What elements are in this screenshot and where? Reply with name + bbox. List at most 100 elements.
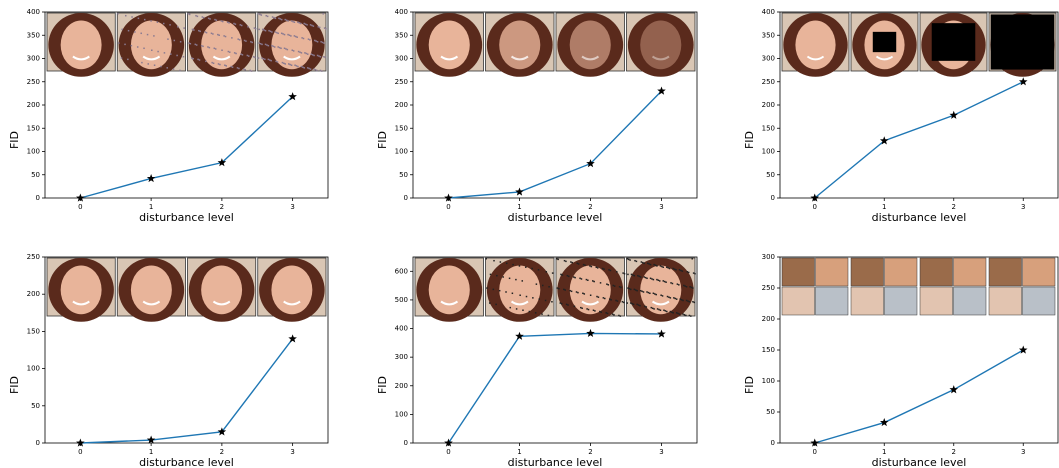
x-tick-label: 1 bbox=[149, 448, 153, 456]
image-noise bbox=[650, 264, 652, 266]
image-noise bbox=[612, 313, 614, 315]
image-noise bbox=[272, 16, 274, 18]
image-noise bbox=[211, 33, 213, 35]
image-noise bbox=[594, 310, 596, 312]
image-noise bbox=[593, 309, 595, 311]
image-noise bbox=[648, 292, 650, 294]
image-noise bbox=[509, 278, 511, 280]
image-noise bbox=[294, 21, 296, 23]
image-noise bbox=[320, 41, 322, 43]
image-noise bbox=[557, 287, 559, 289]
image-noise bbox=[603, 268, 605, 270]
image-mask bbox=[991, 14, 1055, 69]
image-noise bbox=[151, 49, 153, 51]
image-subtile bbox=[1023, 287, 1056, 315]
image-face bbox=[499, 21, 540, 70]
image-noise bbox=[322, 42, 324, 44]
image-noise bbox=[320, 70, 322, 72]
x-axis-label: disturbance level bbox=[508, 456, 603, 468]
image-noise bbox=[193, 29, 195, 31]
image-noise bbox=[653, 279, 655, 281]
image-noise bbox=[240, 24, 242, 26]
y-tick-label: 350 bbox=[762, 31, 775, 39]
image-noise bbox=[204, 31, 206, 33]
x-tick-label: 3 bbox=[290, 203, 294, 211]
image-noise bbox=[319, 27, 321, 29]
image-noise bbox=[202, 16, 204, 18]
image-noise bbox=[597, 267, 599, 269]
page: 0501001502002503003504000123disturbance … bbox=[0, 0, 1059, 468]
image-noise bbox=[548, 286, 550, 288]
image-noise bbox=[651, 307, 653, 309]
image-noise bbox=[283, 63, 285, 65]
image-noise bbox=[229, 51, 231, 53]
image-noise bbox=[663, 309, 665, 311]
image-noise bbox=[502, 276, 504, 278]
image-noise bbox=[569, 290, 571, 292]
image-noise bbox=[277, 33, 279, 35]
image-noise bbox=[691, 258, 693, 260]
image-subtile bbox=[989, 258, 1022, 286]
image-noise bbox=[535, 312, 537, 314]
image-noise bbox=[591, 266, 593, 268]
y-tick-label: 0 bbox=[404, 439, 408, 447]
y-tick-label: 200 bbox=[27, 101, 40, 109]
y-tick-label: 200 bbox=[762, 101, 775, 109]
image-noise bbox=[141, 62, 143, 64]
image-noise bbox=[320, 56, 322, 58]
image-noise bbox=[199, 59, 201, 61]
image-noise bbox=[323, 56, 325, 58]
y-tick-label: 200 bbox=[27, 290, 40, 298]
image-noise bbox=[201, 45, 203, 47]
image-noise bbox=[191, 57, 193, 59]
image-noise bbox=[265, 44, 267, 46]
image-noise bbox=[252, 42, 254, 44]
image-noise bbox=[633, 304, 635, 306]
figure: 0501001502002503003504000123disturbance … bbox=[0, 0, 1059, 468]
image-noise bbox=[219, 64, 221, 66]
image-noise bbox=[680, 270, 682, 272]
image-noise bbox=[325, 57, 327, 59]
image-noise bbox=[651, 278, 653, 280]
image-noise bbox=[293, 50, 295, 52]
image-noise bbox=[679, 298, 681, 300]
image-noise bbox=[565, 261, 567, 263]
image-noise bbox=[635, 289, 637, 291]
image-noise bbox=[231, 37, 233, 39]
image-noise bbox=[292, 21, 294, 23]
image-noise bbox=[285, 48, 287, 50]
image-subtile bbox=[851, 287, 884, 315]
image-noise bbox=[675, 298, 677, 300]
image-noise bbox=[610, 270, 612, 272]
image-noise bbox=[284, 19, 286, 21]
image-noise bbox=[599, 311, 601, 313]
image-noise bbox=[302, 66, 304, 68]
image-noise bbox=[532, 297, 534, 299]
y-tick-label: 350 bbox=[27, 31, 40, 39]
image-noise bbox=[281, 33, 283, 35]
image-noise bbox=[679, 269, 681, 271]
image-noise bbox=[505, 291, 507, 293]
image-noise bbox=[660, 294, 662, 296]
image-noise bbox=[197, 59, 199, 61]
image-noise bbox=[608, 269, 610, 271]
y-tick-label: 300 bbox=[762, 253, 775, 261]
image-noise bbox=[248, 55, 250, 57]
image-noise bbox=[557, 259, 559, 261]
image-noise bbox=[639, 305, 641, 307]
image-noise bbox=[303, 38, 305, 40]
image-noise bbox=[294, 35, 296, 37]
image-noise bbox=[679, 313, 681, 315]
image-noise bbox=[579, 278, 581, 280]
image-noise bbox=[659, 280, 661, 282]
image-noise bbox=[495, 304, 497, 306]
y-tick-label: 150 bbox=[395, 124, 408, 132]
x-axis-label: disturbance level bbox=[508, 211, 603, 224]
image-noise bbox=[273, 17, 275, 19]
image-noise bbox=[671, 311, 673, 313]
image-noise bbox=[632, 274, 634, 276]
y-tick-label: 200 bbox=[762, 315, 775, 323]
image-noise bbox=[619, 286, 621, 288]
image-noise bbox=[673, 297, 675, 299]
y-tick-label: 50 bbox=[31, 171, 40, 179]
